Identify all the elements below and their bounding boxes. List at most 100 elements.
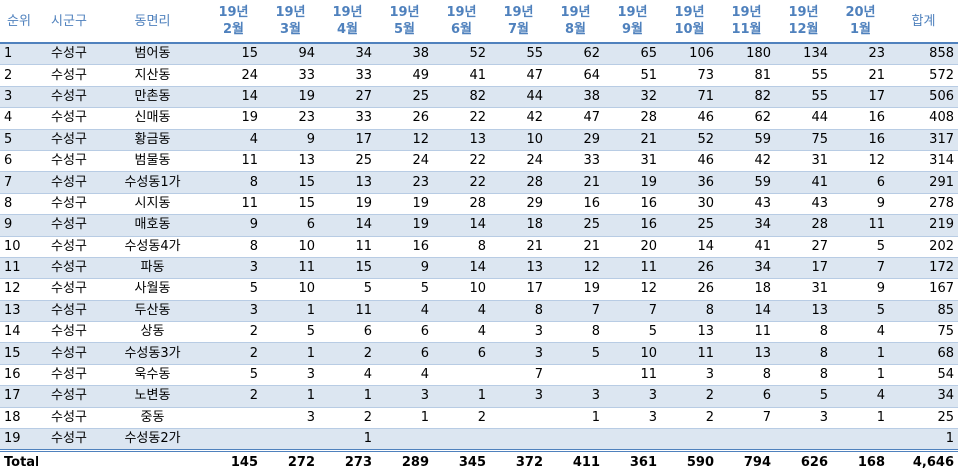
table-row: 18 수성구 중동 3 2 1 2 1 3 2 7 3 1 25 (0, 407, 958, 430)
table-cell: 2 (319, 407, 376, 430)
column-header: 19년 2월 (205, 0, 262, 44)
table-cell: 수성구 (38, 428, 100, 452)
table-cell: 11 (0, 257, 38, 280)
table-cell: 33 (547, 150, 604, 173)
table-cell: 54 (889, 364, 958, 387)
table-cell: 23 (262, 107, 319, 130)
total-cell: 4,646 (889, 449, 958, 472)
table-cell (718, 428, 775, 452)
table-cell: 5 (775, 385, 832, 408)
table-cell: 수성구 (38, 364, 100, 387)
table-cell: 6 (0, 150, 38, 173)
table-cell: 수성구 (38, 64, 100, 87)
table-cell: 858 (889, 43, 958, 66)
table-row: 10 수성구 수성동4가 8 10 11 16 8 21 21 20 14 41 27 5 202 (0, 236, 958, 258)
table-cell: 8 (433, 236, 490, 258)
table-cell (604, 428, 661, 452)
table-cell: 4 (205, 129, 262, 151)
table-cell: 19 (604, 171, 661, 194)
table-cell: 5 (832, 300, 889, 323)
table-cell: 28 (490, 171, 547, 194)
table-cell: 신매동 (100, 107, 205, 130)
table-cell: 노변동 (100, 385, 205, 408)
table-cell: 25 (547, 214, 604, 237)
table-cell: 55 (775, 64, 832, 87)
header-text: 19년 (731, 5, 762, 20)
table-cell: 1 (319, 428, 376, 452)
table-cell: 8 (775, 342, 832, 365)
table-cell: 시지동 (100, 193, 205, 216)
table-cell: 사월동 (100, 278, 205, 301)
table-cell: 11 (319, 236, 376, 258)
header-text: 4월 (336, 22, 358, 37)
table-cell: 22 (433, 107, 490, 130)
table-cell: 5 (832, 236, 889, 258)
table-cell (547, 364, 604, 387)
table-cell: 21 (547, 171, 604, 194)
table-cell: 31 (775, 278, 832, 301)
column-header: 19년 5월 (376, 0, 433, 44)
table-cell: 43 (775, 193, 832, 216)
header-text: 동면리 (134, 13, 171, 29)
header-text: 19년 (332, 5, 363, 20)
table-cell: 6 (262, 214, 319, 237)
table-cell: 12 (547, 257, 604, 280)
total-cell: 273 (319, 449, 376, 472)
column-header: 19년 6월 (433, 0, 490, 44)
table-row: 1 수성구 범어동 15 94 34 38 52 55 62 65 106 180 134 23 858 (0, 43, 958, 66)
header-text: 2월 (222, 22, 244, 37)
table-cell: 13 (490, 257, 547, 280)
table-cell: 17 (0, 385, 38, 408)
table-cell: 13 (319, 171, 376, 194)
table-cell: 94 (262, 43, 319, 66)
table-cell: 1 (832, 342, 889, 365)
table-cell: 3 (490, 342, 547, 365)
table-cell: 수성구 (38, 171, 100, 194)
table-cell: 16 (0, 364, 38, 387)
table-cell: 36 (661, 171, 718, 194)
table-cell: 7 (490, 364, 547, 387)
table-cell: 11 (604, 364, 661, 387)
table-cell: 18 (718, 278, 775, 301)
table-cell: 5 (205, 278, 262, 301)
table-cell: 44 (490, 86, 547, 109)
table-cell (376, 428, 433, 452)
table-cell: 75 (889, 321, 958, 344)
table-row: 9 수성구 매호동 9 6 14 19 14 18 25 16 25 34 28 11 219 (0, 214, 958, 237)
table-cell: 2 (205, 321, 262, 344)
table-cell: 1 (262, 342, 319, 365)
column-header: 19년 12월 (775, 0, 832, 44)
table-cell: 202 (889, 236, 958, 258)
table-cell: 85 (889, 300, 958, 323)
table-cell: 2 (0, 64, 38, 87)
table-cell: 219 (889, 214, 958, 237)
table-cell: 3 (0, 86, 38, 109)
table-cell: 9 (832, 193, 889, 216)
table-cell: 27 (775, 236, 832, 258)
table-cell: 28 (775, 214, 832, 237)
table-cell: 7 (604, 300, 661, 323)
header-text: 19년 (674, 5, 705, 20)
header-text: 시군구 (51, 13, 87, 29)
table-row: 17 수성구 노변동 2 1 1 3 1 3 3 3 2 6 5 4 34 (0, 385, 958, 408)
table-cell: 수성동3가 (100, 342, 205, 365)
table-cell: 572 (889, 64, 958, 87)
table-cell: 14 (319, 214, 376, 237)
table-cell: 25 (889, 407, 958, 430)
table-cell: 12 (376, 129, 433, 151)
table-cell: 278 (889, 193, 958, 216)
header-text: 19년 (218, 5, 249, 20)
table-cell: 15 (0, 342, 38, 365)
table-row: 5 수성구 황금동 4 9 17 12 13 10 29 21 52 59 75 16 317 (0, 129, 958, 151)
table-cell: 7 (718, 407, 775, 430)
table-cell: 8 (205, 171, 262, 194)
table-cell: 25 (661, 214, 718, 237)
table-cell: 1 (832, 364, 889, 387)
table-cell: 3 (775, 407, 832, 430)
table-cell: 51 (604, 64, 661, 87)
table-cell: 81 (718, 64, 775, 87)
table-cell: 32 (604, 86, 661, 109)
table-cell: 506 (889, 86, 958, 109)
table-cell: 황금동 (100, 129, 205, 151)
